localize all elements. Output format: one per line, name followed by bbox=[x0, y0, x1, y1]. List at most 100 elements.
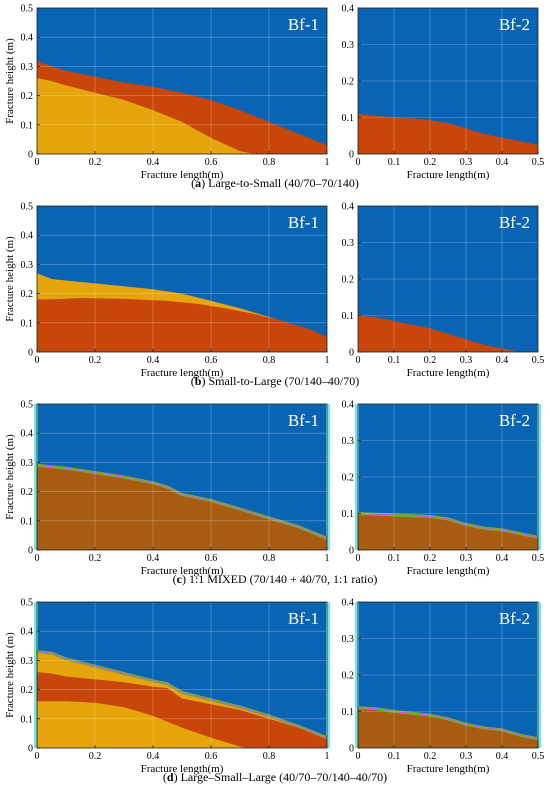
layer-area-2 bbox=[37, 298, 327, 352]
caption-letter: d bbox=[167, 770, 174, 784]
y-tick-label: 0.5 bbox=[21, 400, 34, 411]
x-tick-label: 0.6 bbox=[205, 355, 218, 366]
caption-d: (d) Large–Small–Large (40/70–70/140–40/7… bbox=[163, 770, 387, 784]
x-tick-label: 0.5 bbox=[532, 355, 545, 366]
y-tick-label: 0 bbox=[28, 348, 33, 359]
caption-text: ) Large-to-Small (40/70–70/140) bbox=[201, 176, 359, 190]
y-tick-label: 0.5 bbox=[21, 202, 34, 213]
y-tick-label: 0.3 bbox=[21, 62, 34, 73]
y-tick-label: 0.5 bbox=[21, 598, 34, 609]
x-tick-label: 0.4 bbox=[147, 355, 160, 366]
panel-title: Bf-1 bbox=[288, 609, 319, 628]
y-tick-label: 0.2 bbox=[21, 91, 34, 102]
y-tick-label: 0.3 bbox=[342, 634, 355, 645]
y-tick-label: 0.1 bbox=[342, 509, 355, 520]
y-tick-label: 0 bbox=[349, 744, 354, 755]
y-tick-label: 0.4 bbox=[342, 400, 355, 411]
caption-b: (b) Small-to-Large (70/140–40/70) bbox=[191, 374, 359, 388]
caption-text: ) Large–Small–Large (40/70–70/140–40/70) bbox=[174, 770, 388, 784]
layer-edge-magenta bbox=[36, 651, 328, 739]
x-axis-label: Fracture length(m) bbox=[141, 763, 224, 775]
x-tick-label: 0.4 bbox=[496, 751, 509, 762]
edge-strip-left bbox=[34, 602, 38, 748]
x-tick-label: 0.3 bbox=[460, 355, 473, 366]
x-tick-label: 1 bbox=[325, 355, 330, 366]
y-tick-label: 0 bbox=[28, 546, 33, 557]
x-tick-label: 0.4 bbox=[147, 157, 160, 168]
x-tick-label: 0.2 bbox=[89, 157, 102, 168]
layer-edge-magenta bbox=[357, 707, 539, 740]
plot-frame bbox=[36, 601, 328, 749]
x-tick-label: 0.6 bbox=[205, 751, 218, 762]
layer-edge-magenta bbox=[357, 513, 539, 538]
x-tick-label: 0.5 bbox=[532, 751, 545, 762]
edge-strip-right bbox=[326, 602, 330, 748]
x-axis-label: Fracture length(m) bbox=[141, 169, 224, 181]
x-tick-label: 0.8 bbox=[263, 553, 276, 564]
chart-panel-5: 0 0.2 0.4 0.6 0.8 1 0 0.1 0.2 0.3 0.4 0.5 Fracture l… bbox=[4, 400, 330, 577]
y-tick-label: 0.1 bbox=[21, 120, 34, 131]
y-tick-label: 0.2 bbox=[21, 685, 34, 696]
y-tick-label: 0.4 bbox=[342, 4, 355, 15]
y-axis-label: Fracture height (m) bbox=[4, 236, 16, 322]
caption-paren-open: ( bbox=[163, 770, 167, 784]
y-tick-label: 0 bbox=[28, 150, 33, 161]
layer-edge-magenta bbox=[36, 464, 328, 539]
panel-title: Bf-2 bbox=[499, 213, 530, 232]
y-axis-label: Fracture height (m) bbox=[4, 632, 16, 718]
y-tick-label: 0.4 bbox=[21, 231, 34, 242]
chart-panel-2: 0 0.1 0.2 0.3 0.4 0.5 0 0.1 0.2 0.3 0.4 Fracture le… bbox=[342, 4, 545, 182]
edge-strip-left bbox=[355, 602, 359, 748]
x-tick-label: 0.3 bbox=[460, 157, 473, 168]
plot-frame bbox=[36, 205, 328, 353]
y-tick-label: 0 bbox=[28, 744, 33, 755]
edge-strip-right bbox=[326, 404, 330, 550]
y-tick-label: 0.4 bbox=[21, 627, 34, 638]
x-tick-label: 0 bbox=[35, 157, 40, 168]
y-tick-label: 0.4 bbox=[21, 429, 34, 440]
x-tick-label: 0.2 bbox=[89, 355, 102, 366]
caption-a: (a) Large-to-Small (40/70–70/140) bbox=[191, 176, 359, 190]
y-axis-label: Fracture height (m) bbox=[4, 38, 16, 124]
edge-strip-left bbox=[355, 404, 359, 550]
chart-panel-1: 0 0.2 0.4 0.6 0.8 1 0 0.1 0.2 0.3 0.4 0.5 Fracture l… bbox=[4, 4, 330, 182]
y-tick-label: 0.3 bbox=[342, 40, 355, 51]
x-tick-label: 0.2 bbox=[424, 553, 437, 564]
layer-area-3 bbox=[37, 701, 246, 748]
y-tick-label: 0.3 bbox=[342, 436, 355, 447]
panel-title: Bf-1 bbox=[288, 411, 319, 430]
caption-letter: a bbox=[195, 176, 201, 190]
caption-paren-open: ( bbox=[173, 572, 177, 586]
plot-frame bbox=[36, 403, 328, 551]
layer-area-1 bbox=[358, 513, 538, 550]
x-axis-label: Fracture length(m) bbox=[407, 763, 490, 775]
y-tick-label: 0.2 bbox=[21, 487, 34, 498]
y-tick-label: 0.3 bbox=[21, 458, 34, 469]
x-tick-label: 0.8 bbox=[263, 355, 276, 366]
caption-letter: c bbox=[177, 572, 183, 586]
chart-panel-7: 0 0.2 0.4 0.6 0.8 1 0 0.1 0.2 0.3 0.4 0.5 Fracture l… bbox=[4, 598, 330, 775]
caption-text: ) 1:1 MIXED (70/140 + 40/70, 1:1 ratio) bbox=[182, 572, 377, 586]
caption-text: ) Small-to-Large (70/140–40/70) bbox=[201, 374, 359, 388]
y-tick-label: 0.2 bbox=[342, 473, 355, 484]
y-tick-label: 0.3 bbox=[21, 656, 34, 667]
layer-area-2 bbox=[37, 78, 255, 154]
panel-title: Bf-2 bbox=[499, 411, 530, 430]
layer-area-1 bbox=[358, 707, 538, 748]
x-tick-label: 0.2 bbox=[89, 553, 102, 564]
x-tick-label: 0.8 bbox=[263, 157, 276, 168]
x-tick-label: 0 bbox=[356, 355, 361, 366]
x-axis-label: Fracture length(m) bbox=[407, 169, 490, 181]
y-tick-label: 0.2 bbox=[342, 671, 355, 682]
panel-title: Bf-1 bbox=[288, 15, 319, 34]
panel-title: Bf-2 bbox=[499, 609, 530, 628]
x-tick-label: 0 bbox=[35, 355, 40, 366]
x-tick-label: 0.3 bbox=[460, 553, 473, 564]
panel-title: Bf-2 bbox=[499, 15, 530, 34]
x-tick-label: 1 bbox=[325, 157, 330, 168]
y-tick-label: 0.1 bbox=[342, 113, 355, 124]
x-tick-label: 0.4 bbox=[496, 355, 509, 366]
y-tick-label: 0.1 bbox=[21, 714, 34, 725]
x-tick-label: 0.1 bbox=[388, 355, 401, 366]
